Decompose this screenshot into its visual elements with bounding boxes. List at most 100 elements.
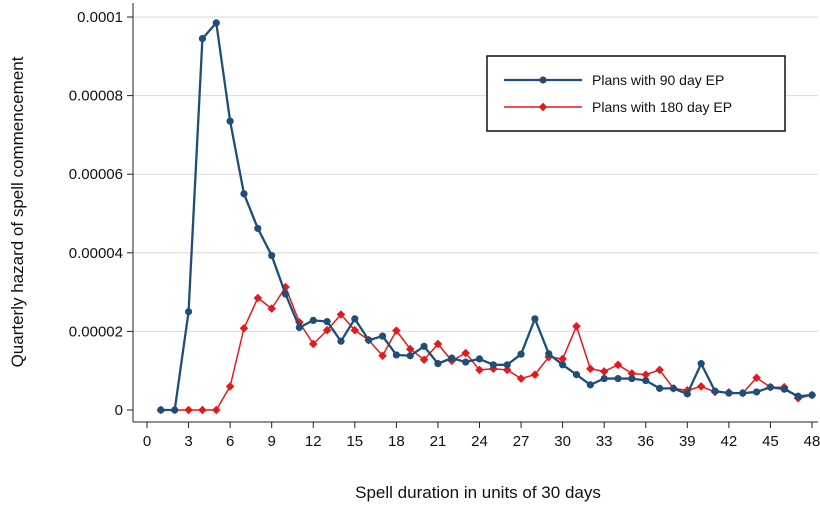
- data-point: [378, 332, 387, 340]
- data-point: [502, 365, 512, 375]
- data-point: [268, 251, 276, 260]
- data-point: [516, 374, 526, 383]
- data-point: [406, 352, 414, 360]
- data-point: [475, 355, 484, 363]
- y-tick-label: 0.00002: [69, 323, 123, 340]
- data-point: [572, 321, 581, 331]
- data-point: [365, 336, 373, 344]
- data-point: [683, 390, 691, 398]
- data-point: [239, 323, 249, 333]
- data-point: [267, 304, 276, 313]
- data-point: [253, 293, 263, 303]
- data-point: [628, 374, 636, 383]
- data-point: [337, 337, 345, 345]
- x-tick-label: 3: [184, 433, 192, 450]
- legend-label: Plans with 90 day EP: [592, 72, 724, 88]
- data-point: [517, 350, 525, 358]
- y-axis-title: Quarterly hazard of spell commencement: [8, 56, 27, 367]
- x-tick-label: 36: [637, 433, 654, 450]
- data-point: [308, 339, 318, 349]
- data-point: [530, 370, 540, 379]
- data-point: [405, 344, 415, 354]
- data-point: [656, 384, 664, 392]
- y-tick-label: 0.00006: [69, 166, 123, 183]
- data-point: [538, 102, 548, 112]
- legend-box: [486, 55, 786, 132]
- data-point: [351, 315, 359, 323]
- data-point: [503, 361, 511, 369]
- data-point: [392, 326, 401, 335]
- data-point: [434, 360, 442, 368]
- data-point: [157, 406, 165, 414]
- y-tick-label: 0.0001: [77, 9, 123, 26]
- data-point: [614, 374, 622, 383]
- data-point: [461, 348, 470, 358]
- data-point: [586, 381, 594, 389]
- series-90-day: [157, 19, 816, 414]
- legend: Plans with 90 day EP Plans with 180 day E…: [486, 55, 786, 132]
- x-tick-label: 9: [268, 433, 276, 450]
- x-tick-label: 15: [346, 433, 363, 450]
- x-tick-label: 39: [679, 433, 696, 450]
- data-point: [254, 224, 262, 233]
- x-tick-label: 33: [596, 433, 613, 450]
- x-tick-label: 24: [471, 433, 488, 450]
- data-point: [295, 323, 303, 332]
- x-tick-label: 21: [430, 433, 447, 450]
- data-point: [696, 382, 706, 391]
- data-point: [392, 351, 400, 359]
- data-point: [171, 406, 179, 414]
- x-tick-label: 6: [226, 433, 234, 450]
- x-tick-label: 42: [721, 433, 738, 450]
- data-point: [655, 365, 664, 375]
- series-layer: [156, 19, 817, 415]
- y-tick-label: 0.00004: [69, 245, 123, 262]
- data-point: [336, 310, 346, 319]
- x-tick-label: 48: [804, 433, 820, 450]
- series-180-day: [156, 282, 817, 415]
- data-point: [766, 383, 775, 391]
- y-tick-label: 0: [115, 402, 123, 419]
- data-point: [642, 376, 650, 385]
- x-tick-label: 12: [305, 433, 322, 450]
- x-axis-title: Spell duration in units of 30 days: [355, 483, 601, 502]
- data-point: [420, 342, 428, 350]
- data-point: [739, 389, 747, 397]
- data-point: [599, 367, 609, 376]
- data-point: [226, 117, 234, 125]
- data-point: [350, 325, 360, 335]
- series-line: [160, 21, 813, 412]
- data-point: [752, 388, 761, 396]
- data-point: [572, 371, 581, 379]
- data-point: [281, 290, 290, 298]
- data-point: [322, 325, 332, 335]
- data-point: [531, 315, 539, 323]
- data-point: [725, 389, 733, 397]
- data-point: [808, 391, 816, 399]
- data-point: [711, 387, 719, 395]
- x-tick-label: 30: [554, 433, 571, 450]
- legend-label: Plans with 180 day EP: [592, 99, 732, 115]
- data-point: [198, 35, 207, 43]
- data-point: [212, 19, 220, 27]
- data-point: [378, 351, 387, 361]
- data-point: [309, 316, 317, 324]
- data-point: [419, 355, 429, 364]
- data-point: [448, 354, 456, 362]
- data-point: [489, 361, 497, 369]
- x-tick-label: 45: [762, 433, 779, 450]
- data-point: [586, 364, 595, 374]
- data-point: [295, 318, 304, 327]
- data-point: [559, 361, 567, 369]
- data-point: [323, 317, 331, 326]
- data-point: [600, 374, 608, 383]
- data-point: [794, 392, 802, 400]
- data-point: [545, 350, 553, 358]
- data-point: [475, 365, 484, 375]
- data-point: [211, 405, 221, 415]
- data-point: [462, 358, 470, 366]
- data-point: [697, 360, 705, 368]
- x-tick-label: 0: [143, 433, 151, 450]
- y-tick-label: 0.00008: [69, 88, 123, 105]
